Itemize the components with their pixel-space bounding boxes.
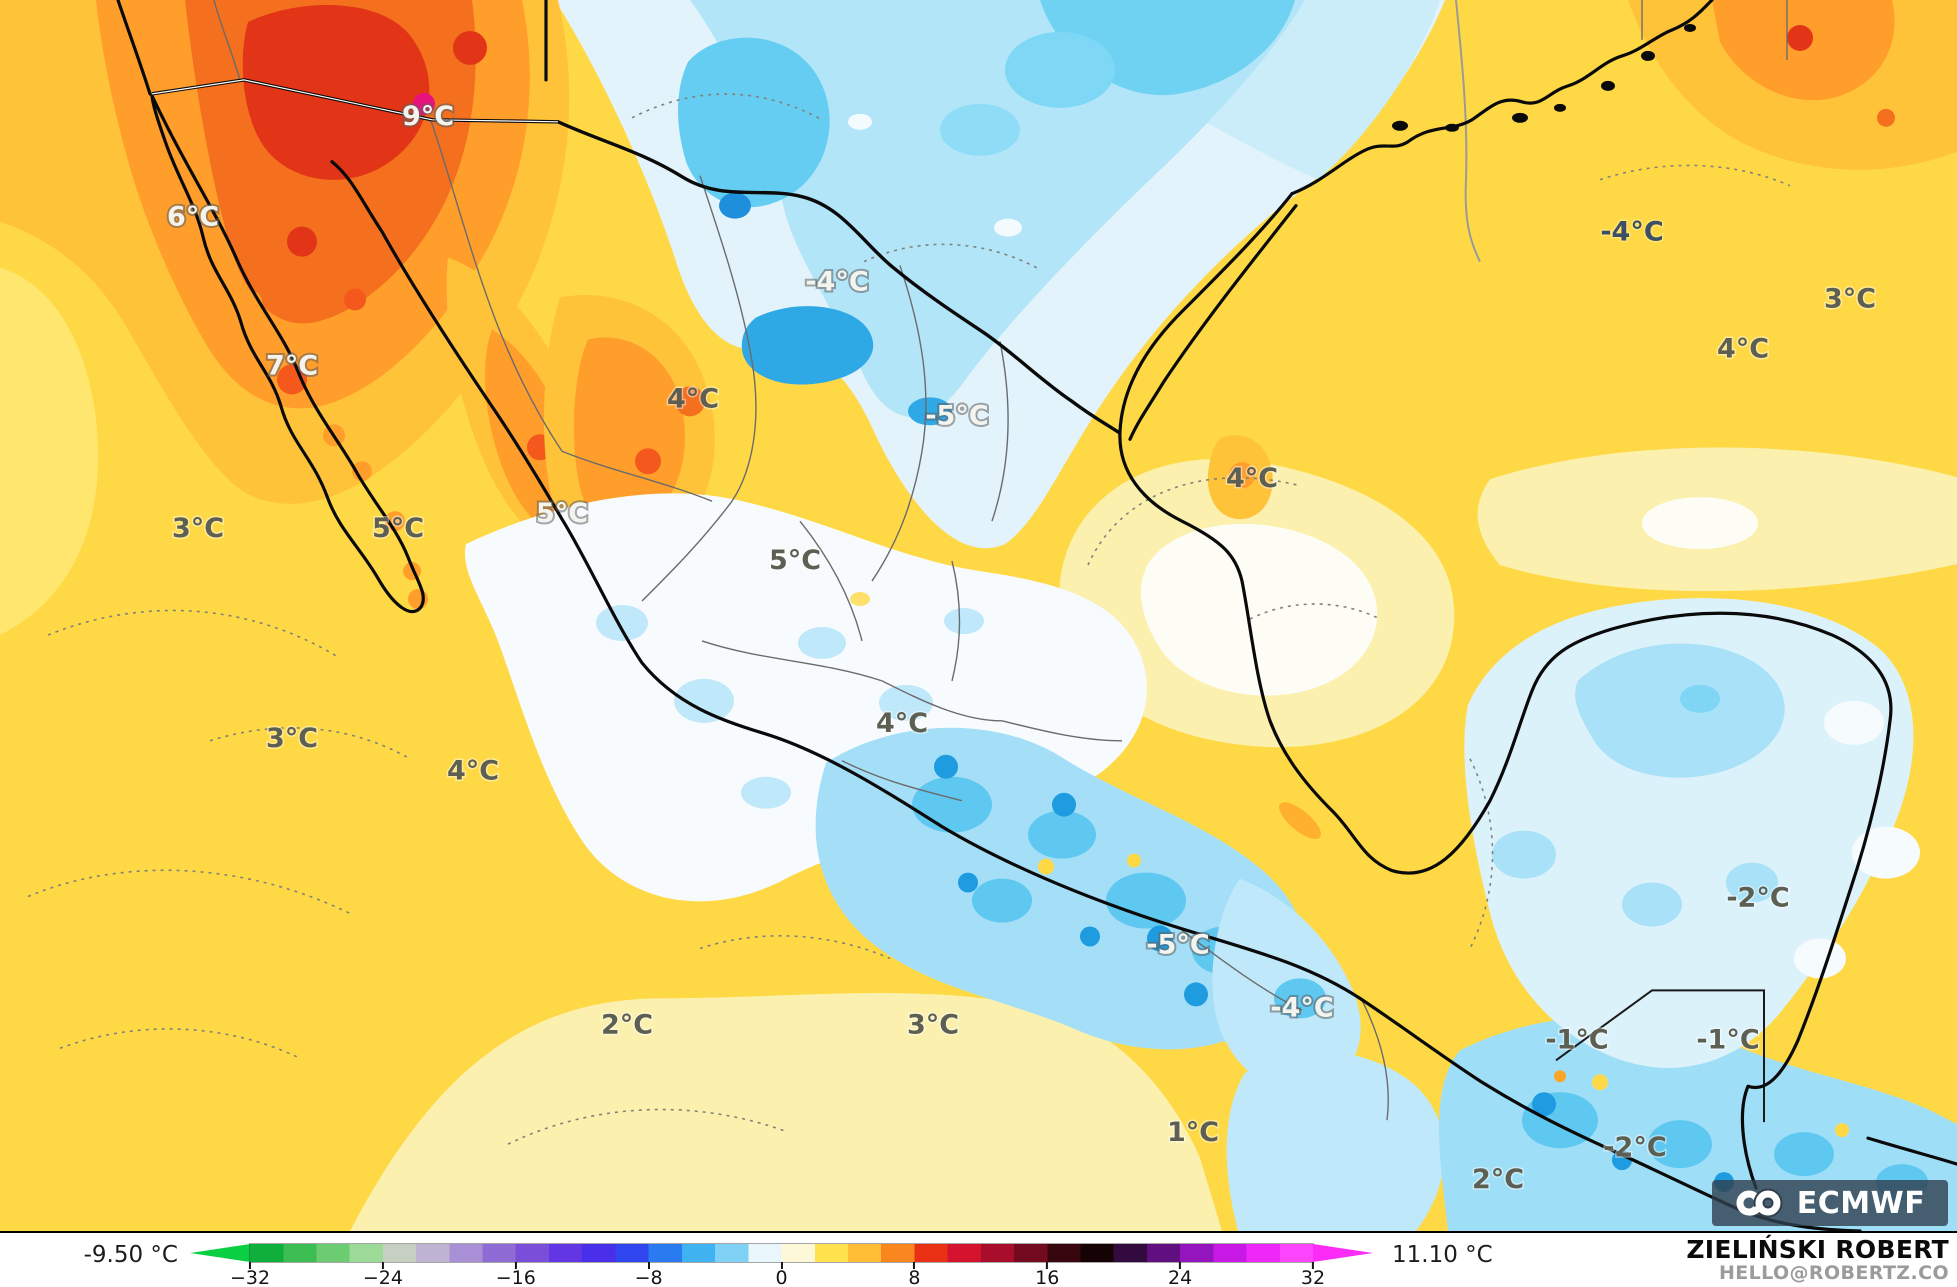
ecmwf-logo: ECMWF: [1712, 1180, 1948, 1226]
colorbar-footer: -9.50 °C −32 −24 −16 −8 0 8 16 24 32 11.10 °C ZI…: [0, 1233, 1957, 1287]
us-mexico-border: [151, 78, 1122, 435]
temperature-label: -1°C: [1696, 1024, 1759, 1055]
temperature-label: 4°C: [667, 383, 719, 414]
ecmwf-logo-label: ECMWF: [1796, 1185, 1926, 1221]
author-name: ZIELIŃSKI ROBERT: [1686, 1235, 1949, 1264]
map-canvas: 9°C 6°C 7°C -4°C 4°C -5°C 5°C 3°C 5°C 5°C 3°C 4°C 4°…: [0, 0, 1957, 1231]
temperature-label: -5°C: [1146, 929, 1209, 960]
temperature-label: 3°C: [266, 723, 318, 754]
temperature-label: 2°C: [1472, 1164, 1524, 1195]
guatemala-border: [1555, 989, 1765, 1123]
colorbar-tick: 32: [1301, 1262, 1325, 1287]
colorbar-min-value: -9.50 °C: [83, 1242, 178, 1268]
ecmwf-knot-icon: [1736, 1188, 1783, 1218]
colorbar-tick: 8: [908, 1262, 920, 1287]
temperature-label: 4°C: [447, 756, 499, 787]
temperature-label: 4°C: [1717, 333, 1769, 364]
attribution: ZIELIŃSKI ROBERT HELLO@ROBERTZ.CO: [1686, 1236, 1949, 1284]
colorbar-tick: −24: [363, 1262, 403, 1287]
temperature-label: 5°C: [372, 513, 424, 544]
temperature-label: 4°C: [1226, 463, 1278, 494]
colorbar-right-arrow: [1313, 1244, 1373, 1262]
temperature-label: 6°C: [167, 202, 219, 233]
temperature-label: 9°C: [402, 101, 454, 132]
temperature-label: -4°C: [805, 267, 868, 298]
temperature-label: 5°C: [536, 498, 588, 529]
contour-dotted-lines: [27, 93, 1791, 1145]
colorbar-tick: −8: [635, 1262, 663, 1287]
temperature-label: 1°C: [1167, 1117, 1219, 1148]
mississippi-river: [1455, 0, 1481, 263]
colorbar-tick: 0: [775, 1262, 788, 1287]
temperature-labels-layer: 9°C 6°C 7°C -4°C 4°C -5°C 5°C 3°C 5°C 5°C 3°C 4°C 4°…: [165, 99, 1878, 1197]
author-contact: HELLO@ROBERTZ.CO: [1718, 1262, 1949, 1284]
temperature-label: -2°C: [1726, 883, 1789, 914]
colorbar-tick: 24: [1168, 1262, 1192, 1287]
coastlines: [116, 0, 1957, 1231]
colorbar-tick: 16: [1035, 1262, 1059, 1287]
temperature-label: -2°C: [1603, 1132, 1666, 1163]
temperature-anomaly-map: 9°C 6°C 7°C -4°C 4°C -5°C 5°C 3°C 5°C 5°C 3°C 4°C 4°…: [0, 0, 1957, 1233]
colorbar-gradient: [249, 1243, 1314, 1263]
temperature-label: -5°C: [925, 400, 988, 431]
temperature-label: 7°C: [266, 350, 318, 381]
temperature-label: 3°C: [907, 1009, 959, 1040]
temperature-label: 5°C: [769, 545, 821, 576]
temperature-label: -4°C: [1600, 217, 1663, 248]
us-mexico-border-highlight: [151, 79, 559, 123]
state-borders: [213, 0, 1788, 1121]
louisiana-marsh: [1392, 23, 1696, 132]
colorbar-max-value: 11.10 °C: [1392, 1242, 1493, 1268]
temperature-label: 2°C: [601, 1009, 653, 1040]
temperature-label: -1°C: [1545, 1024, 1608, 1055]
colorbar-tick: −32: [230, 1262, 270, 1287]
temperature-label: 3°C: [172, 513, 224, 544]
colorbar-tick: −16: [496, 1262, 536, 1287]
temperature-label: -4°C: [1270, 992, 1333, 1023]
colorbar-ticks: −32 −24 −16 −8 0 8 16 24 32: [230, 1262, 1325, 1287]
temperature-label: 3°C: [1824, 284, 1876, 315]
colorbar-left-arrow: [190, 1244, 250, 1262]
temperature-label: 4°C: [876, 708, 928, 739]
